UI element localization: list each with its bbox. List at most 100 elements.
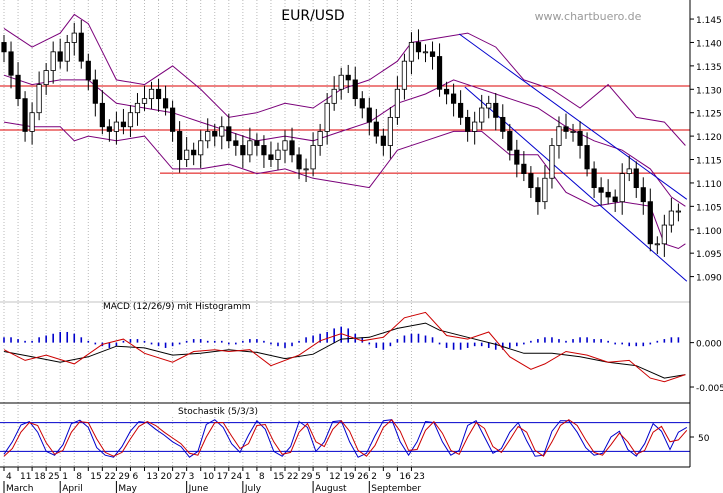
x-day-label: 29	[118, 472, 130, 482]
x-day-label: 22	[104, 472, 115, 482]
candle-body-down	[458, 102, 464, 118]
candlestick	[106, 119, 112, 142]
x-day-label: 6	[132, 472, 138, 482]
candlestick	[415, 29, 422, 60]
candlestick	[331, 76, 337, 111]
candlestick	[366, 97, 372, 136]
candle-body-down	[528, 173, 534, 189]
candlestick	[219, 116, 225, 150]
candlestick	[191, 142, 197, 166]
candle-body-up	[408, 42, 415, 62]
candle-body-down	[373, 121, 379, 137]
month-label: September	[371, 484, 421, 493]
candlestick	[92, 69, 98, 117]
candle-body-up	[338, 74, 344, 90]
macd-title: MACD (12/26/9) mit Histogramm	[103, 302, 251, 312]
candle-body-up	[184, 149, 190, 160]
candlestick	[591, 161, 597, 198]
candlestick	[654, 236, 660, 255]
candlestick	[577, 121, 583, 159]
candlestick	[317, 123, 323, 156]
candle-body-down	[233, 140, 239, 146]
x-day-label: 18	[34, 472, 46, 482]
candle-body-down	[289, 140, 295, 156]
month-label: April	[62, 484, 83, 493]
candle-body-up	[654, 243, 660, 246]
candle-body-down	[521, 163, 527, 174]
x-day-label: 1	[245, 472, 251, 482]
candlestick	[296, 147, 302, 180]
month-label: March	[6, 484, 33, 493]
x-day-label: 1	[62, 472, 68, 482]
candle-body-down	[240, 145, 246, 156]
candlestick	[668, 197, 674, 233]
candle-body-down	[345, 74, 351, 81]
candlestick	[212, 123, 218, 147]
candle-body-up	[542, 177, 548, 203]
candle-body-up	[219, 126, 225, 137]
candle-body-down	[598, 187, 604, 193]
x-day-label: 8	[76, 472, 82, 482]
x-day-label: 4	[6, 472, 12, 482]
candle-body-down	[493, 102, 499, 118]
candlestick	[254, 133, 260, 156]
x-day-label: 12	[329, 472, 340, 482]
candlestick	[598, 177, 604, 206]
candlestick	[352, 66, 358, 107]
candle-body-up	[619, 173, 625, 203]
candle-body-down	[268, 154, 274, 160]
x-day-label: 8	[259, 472, 265, 482]
price-tick-label: 1.115	[696, 157, 722, 167]
x-day-label: 27	[175, 472, 186, 482]
watermark: www.chartbuero.de	[535, 10, 642, 23]
candle-body-down	[261, 145, 267, 156]
candlestick	[29, 102, 35, 145]
candlestick	[141, 85, 148, 111]
candle-body-up	[570, 131, 576, 133]
candle-body-down	[591, 168, 597, 189]
candle-body-up	[205, 131, 211, 142]
candlestick	[148, 81, 155, 109]
candle-body-down	[78, 32, 84, 62]
candle-body-up	[394, 88, 401, 118]
candle-body-up	[64, 42, 70, 62]
candlestick	[233, 133, 239, 156]
candle-body-down	[8, 51, 14, 76]
x-day-label: 20	[161, 472, 173, 482]
candlestick	[162, 85, 169, 116]
candlestick	[394, 76, 401, 125]
candle-body-down	[296, 154, 302, 170]
stoch-title: Stochastik (5/3/3)	[178, 407, 258, 417]
candlestick	[310, 132, 316, 177]
candle-body-down	[514, 149, 520, 165]
candle-body-down	[429, 51, 436, 57]
x-day-label: 24	[231, 472, 243, 482]
candlestick	[345, 64, 351, 94]
bollinger-band-middle	[3, 74, 686, 207]
candlestick	[324, 93, 330, 145]
candle-body-down	[226, 126, 232, 142]
candlestick	[626, 155, 632, 182]
price-tick-label: 1.130	[696, 86, 722, 96]
candle-body-up	[549, 145, 555, 179]
candle-body-down	[584, 145, 590, 170]
candlestick	[549, 137, 555, 189]
x-day-label: 2	[371, 472, 377, 482]
candlestick	[514, 139, 520, 178]
candlestick	[640, 177, 646, 215]
candle-body-down	[465, 116, 471, 132]
candle-body-down	[212, 131, 218, 137]
candle-body-down	[120, 121, 127, 128]
candlestick	[443, 81, 450, 105]
candle-body-up	[134, 102, 141, 114]
price-tick-label: 1.135	[696, 63, 722, 73]
price-tick-label: 1.140	[696, 39, 722, 49]
candle-body-down	[359, 98, 365, 109]
x-day-label: 15	[90, 472, 101, 482]
candlestick	[8, 41, 14, 89]
candlestick	[120, 108, 127, 135]
candlestick	[465, 109, 471, 142]
candlestick	[338, 67, 344, 100]
candle-body-up	[282, 140, 288, 151]
candle-body-up	[43, 70, 49, 86]
